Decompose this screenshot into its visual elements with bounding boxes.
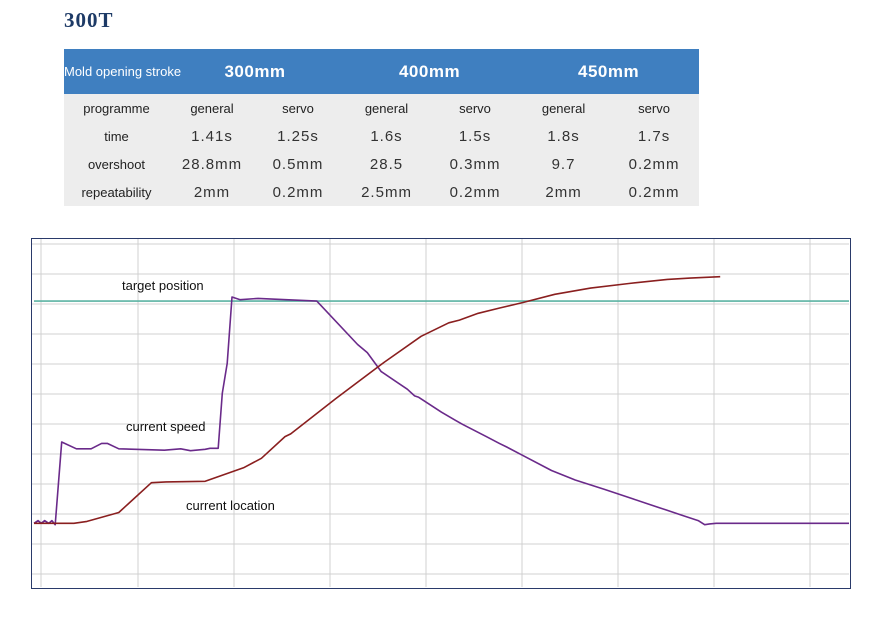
table-cell: 1.7s [609,122,700,150]
annotation-current-speed: current speed [126,419,206,434]
table-cell: 0.2mm [432,178,519,206]
table-cell: 1.6s [341,122,433,150]
table-cell: 2.5mm [341,178,433,206]
annotation-current-location: current location [186,498,275,513]
table-cell: 9.7 [518,150,610,178]
table-cell: 2mm [518,178,610,206]
stroke-header: 400mm [341,49,519,94]
table-cell: 2mm [169,178,255,206]
table-cell: 28.8mm [169,150,255,178]
table-cell: 0.2mm [255,178,342,206]
table-cell: servo [609,94,700,122]
table-cell: general [518,94,610,122]
chart-annotations: target position current speed current lo… [122,278,275,513]
table-cell: 0.3mm [432,150,519,178]
row-label: overshoot [64,150,169,178]
table-cell: 1.41s [169,122,255,150]
corner-label: Mold opening stroke [64,49,181,94]
table-cell: 28.5 [341,150,433,178]
table-cell: 0.2mm [609,178,700,206]
stroke-header: 300mm [169,49,342,94]
table-cell: servo [255,94,342,122]
row-label: repeatability [64,178,169,206]
table-row: programme general servo general servo ge… [64,94,700,122]
page-title: 300T [64,8,114,32]
table-cell: 1.8s [518,122,610,150]
table-cell: servo [432,94,519,122]
chart-series [33,275,849,526]
table-cell: general [341,94,433,122]
spec-table: Mold opening stroke 300mm 400mm 450mm pr… [64,49,700,206]
stroke-header: 450mm [518,49,700,94]
row-label: time [64,122,169,150]
table-row: repeatability 2mm 0.2mm 2.5mm 0.2mm 2mm … [64,178,700,206]
table-row: time 1.41s 1.25s 1.6s 1.5s 1.8s 1.7s [64,122,700,150]
table-row: overshoot 28.8mm 0.5mm 28.5 0.3mm 9.7 0.… [64,150,700,178]
series-current-speed [33,296,849,526]
table-cell: 1.25s [255,122,342,150]
row-label: programme [64,94,169,122]
table-cell: 1.5s [432,122,519,150]
chart-grid [32,239,849,587]
table-cell: general [169,94,255,122]
table-header-row: Mold opening stroke 300mm 400mm 450mm [64,49,700,94]
table-cell: 0.2mm [609,150,700,178]
chart-frame: target position current speed current lo… [31,238,851,589]
annotation-target-position: target position [122,278,204,293]
series-current-location [34,275,721,525]
table-cell: 0.5mm [255,150,342,178]
line-chart: target position current speed current lo… [32,239,849,587]
